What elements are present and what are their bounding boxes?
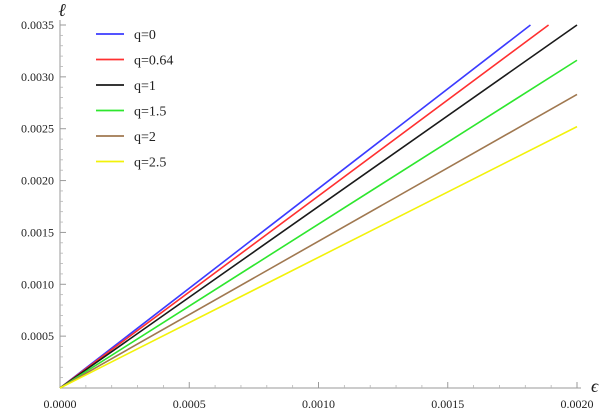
x-tick-label: 0.0010	[302, 397, 335, 411]
axes: 0.0000 0.0005 0.0010 0.0015 0.0020 0.0005 0.00…	[21, 18, 594, 411]
y-axis-label: ℓ	[58, 0, 66, 20]
series-line-2	[59, 24, 578, 389]
legend-label: q=2	[134, 130, 156, 145]
y-tick-label: 0.0020	[21, 174, 54, 188]
series-line-0	[59, 24, 531, 389]
legend-label: q=0	[134, 28, 156, 43]
y-tick-label: 0.0015	[21, 225, 54, 239]
plot-area	[59, 24, 578, 389]
x-axis-label: ϵ	[591, 376, 599, 396]
legend-label: q=0.64	[134, 54, 173, 69]
series-line-1	[59, 24, 550, 389]
x-tick-label: 0.0000	[44, 397, 77, 411]
y-tick-label: 0.0025	[21, 122, 54, 136]
series-line-3	[59, 59, 578, 389]
legend-label: q=1	[134, 79, 156, 94]
x-tick-label: 0.0015	[431, 397, 464, 411]
y-tick-label: 0.0005	[21, 329, 54, 343]
y-tick-label: 0.0035	[21, 18, 54, 32]
y-tick-label: 0.0010	[21, 277, 54, 291]
legend-label: q=2.5	[134, 156, 166, 171]
legend: q=0 q=0.64 q=1 q=1.5 q=2 q=2.5	[96, 28, 173, 171]
x-tick-label: 0.0005	[173, 397, 206, 411]
series-line-4	[59, 93, 578, 389]
y-tick-label: 0.0030	[21, 70, 54, 84]
legend-label: q=1.5	[134, 105, 166, 120]
x-tick-label: 0.0020	[561, 397, 594, 411]
series-line-5	[59, 125, 578, 389]
